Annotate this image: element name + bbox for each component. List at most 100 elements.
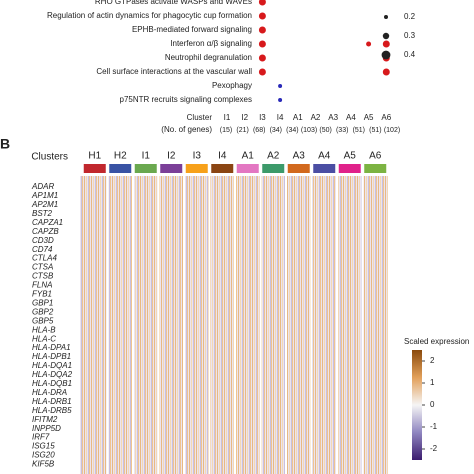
gene-count: (50) (319, 127, 331, 134)
gene-label: HLA-DQA2 (32, 370, 73, 379)
gene-label: HLA-DRA (32, 388, 67, 397)
gene-label: ISG15 (32, 442, 55, 451)
gene-label: HLA-DPB1 (32, 352, 71, 361)
gene-label: CAPZA1 (32, 218, 63, 227)
cluster-name: A2 (311, 113, 321, 122)
gene-label: FYB1 (32, 290, 52, 299)
cluster-name: A4 (346, 113, 356, 122)
gene-label: HLA-DQA1 (32, 361, 72, 370)
enrichment-dot (366, 41, 372, 47)
gene-label: CTSB (32, 272, 54, 281)
pathway-label: Cell surface interactions at the vascula… (96, 67, 252, 76)
gene-count: (15) (220, 127, 232, 134)
size-legend-label: 0.4 (404, 50, 416, 59)
enrichment-dot (258, 40, 266, 48)
gene-label: GBP1 (32, 298, 53, 307)
colorbar-tick-label: 2 (430, 356, 435, 365)
cluster-name: I2 (241, 113, 248, 122)
enrichment-dot (382, 68, 390, 76)
heatmap-cluster-label: I3 (193, 151, 202, 162)
enrichment-dot (278, 98, 283, 102)
gene-label: FLNA (32, 281, 52, 290)
gene-label: GBP2 (32, 307, 54, 316)
size-legend-dot (381, 50, 391, 60)
heatmap-cluster-label: A3 (293, 151, 306, 162)
cluster-color-box (160, 164, 183, 173)
enrichment-dot (278, 84, 283, 88)
heatmap-cluster-label: I4 (218, 151, 227, 162)
gene-count: (34) (286, 127, 298, 134)
colorbar-tick-label: 0 (430, 400, 435, 409)
cluster-name: I3 (259, 113, 266, 122)
gene-label: IRF7 (32, 433, 50, 442)
gene-label: HLA-DPA1 (32, 343, 71, 352)
heatmap-cluster-label: A6 (369, 151, 382, 162)
gene-count: (33) (336, 127, 348, 134)
pathway-label: Pexophagy (212, 81, 252, 90)
count-label: (No. of genes) (161, 125, 212, 134)
gene-label: IFITM2 (32, 415, 58, 424)
size-legend-dot (382, 32, 390, 40)
heatmap-cluster-label: A4 (318, 151, 331, 162)
cluster-color-box (211, 164, 234, 173)
cluster-color-box (364, 164, 387, 173)
enrichment-dot (258, 54, 266, 62)
pathway-label: RHO GTPases activate WASPs and WAVEs (95, 0, 252, 6)
heatmap-cluster-label: H1 (88, 151, 101, 162)
clusters-title: Clusters (31, 152, 68, 163)
heatmap-cluster-label: A2 (267, 151, 280, 162)
gene-label: HLA-DRB5 (32, 406, 72, 415)
size-legend-dot (384, 15, 388, 19)
size-legend-label: 0.2 (404, 12, 416, 21)
cluster-color-box (262, 164, 285, 173)
pathway-label: Interferon α/β signaling (170, 39, 252, 48)
colorbar-tick-label: 1 (430, 378, 435, 387)
cluster-color-box (236, 164, 259, 173)
gene-label: CAPZB (32, 227, 59, 236)
gene-count: (51) (369, 127, 381, 134)
gene-label: KIF5B (32, 460, 55, 469)
cluster-color-box (109, 164, 132, 173)
gene-count: (34) (270, 127, 282, 134)
enrichment-dot (258, 12, 266, 20)
panel-label: B (0, 136, 10, 152)
heatmap-cluster-label: A1 (242, 151, 255, 162)
gene-label: CTSA (32, 263, 53, 272)
header-mask (80, 162, 388, 176)
enrichment-dot (258, 68, 266, 76)
gene-label: GBP5 (32, 316, 54, 325)
gene-label: CD3D (32, 236, 54, 245)
cluster-color-box (134, 164, 157, 173)
colorbar-tick-label: -1 (430, 422, 438, 431)
cluster-color-box (313, 164, 336, 173)
cluster-color-box (185, 164, 208, 173)
colorbar-tick-label: -2 (430, 444, 438, 453)
gene-label: AP2M1 (31, 200, 58, 209)
colorbar (412, 350, 422, 460)
heatmap-cluster-label: H2 (114, 151, 127, 162)
cluster-color-box (83, 164, 106, 173)
gene-count: (51) (353, 127, 365, 134)
cluster-name: A1 (293, 113, 303, 122)
cluster-name: I4 (277, 113, 284, 122)
gene-label: BST2 (32, 209, 53, 218)
gene-label: CD74 (32, 245, 53, 254)
gene-label: INPP5D (32, 424, 61, 433)
gene-label: AP1M1 (31, 191, 58, 200)
gene-label: HLA-B (32, 325, 56, 334)
gene-count: (68) (253, 127, 265, 134)
gene-count: (102) (384, 127, 400, 134)
heatmap-cluster-label: I1 (142, 151, 151, 162)
pathway-label: Regulation of actin dynamics for phagocy… (47, 11, 252, 20)
heatmap-cluster-label: A5 (344, 151, 357, 162)
size-legend-label: 0.3 (404, 31, 416, 40)
cluster-name: A6 (381, 113, 391, 122)
cluster-label: Cluster (187, 113, 213, 122)
heatmap-cluster-label: I2 (167, 151, 176, 162)
cluster-name: A3 (328, 113, 338, 122)
gene-label: ADAR (31, 182, 54, 191)
gene-label: HLA-DQB1 (32, 379, 72, 388)
enrichment-dot (382, 40, 390, 48)
cluster-color-box (338, 164, 361, 173)
